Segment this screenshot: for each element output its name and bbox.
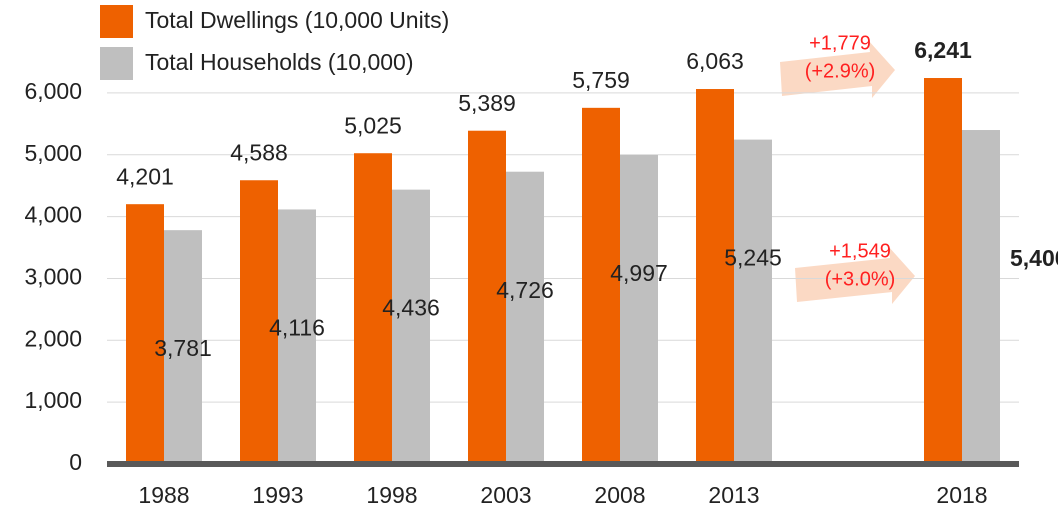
x-tick-label: 1993 [252,482,303,508]
data-label: 5,245 [724,245,782,271]
y-tick-label: 2,000 [24,325,82,351]
data-label: 4,997 [610,260,668,286]
y-tick-label: 1,000 [24,387,82,413]
bar [164,230,202,464]
bar [126,204,164,464]
bar [392,189,430,465]
annotation-arrow [795,246,915,304]
bar [240,180,278,464]
bar [582,107,620,464]
x-tick-label: 2008 [594,482,645,508]
annotation-arrow [780,40,895,98]
bar [924,78,962,464]
bar [734,139,772,464]
x-tick-label: 2003 [480,482,531,508]
bar [696,89,734,465]
data-label: 4,588 [230,139,288,165]
annotation: (+2.9%) [805,60,876,82]
legend-swatch [100,47,133,80]
x-tick-label: 1988 [138,482,189,508]
bar [506,171,544,464]
y-tick-label: 4,000 [24,202,82,228]
data-label: 4,436 [382,295,440,321]
data-label: 3,781 [154,335,212,361]
bar [354,153,392,464]
data-label: 4,726 [496,277,554,303]
y-tick-label: 5,000 [24,140,82,166]
x-tick-label: 2018 [936,482,987,508]
x-tick-label: 1998 [366,482,417,508]
data-label: 4,116 [269,315,325,341]
data-label: 5,759 [572,67,630,93]
annotation: +1,549 [829,240,891,262]
y-tick-label: 3,000 [24,264,82,290]
y-tick-label: 6,000 [24,78,82,104]
annotation: (+3.0%) [825,268,896,290]
data-label: 6,241 [914,37,972,63]
data-label: 6,063 [686,48,744,74]
x-tick-label: 2013 [708,482,759,508]
data-label: 5,389 [458,90,516,116]
annotation: +1,779 [809,32,871,54]
bar [962,130,1000,464]
legend-swatch [100,5,133,38]
data-label: 4,201 [116,163,174,189]
data-label: 5,025 [344,112,402,138]
legend-label: Total Dwellings (10,000 Units) [145,7,449,33]
bar [620,154,658,464]
data-label: 5,400 [1010,245,1058,271]
legend-label: Total Households (10,000) [145,49,414,75]
bar [468,130,506,465]
y-tick-label: 0 [69,449,82,475]
bar [278,209,316,464]
